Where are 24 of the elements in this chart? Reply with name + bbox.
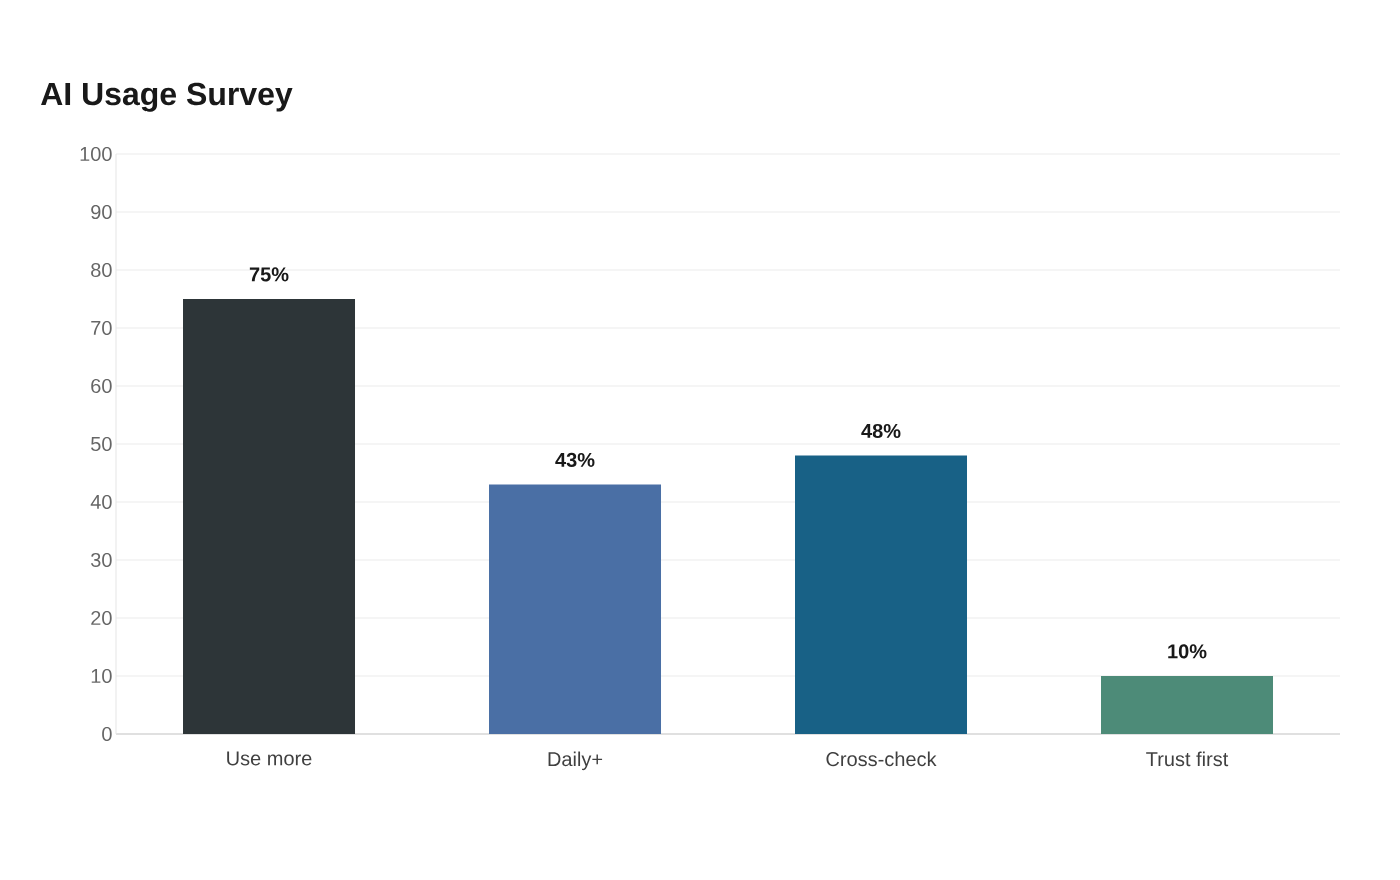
y-tick-label: 0 [102,726,112,742]
data-label: 75% [249,267,289,282]
bar [1101,675,1273,734]
y-tick-label: 20 [91,610,112,626]
y-tick-label: 90 [91,204,112,220]
x-tick-label: Use more [227,751,312,766]
x-tick-label: Trust first [1146,751,1229,767]
y-tick-label: 30 [91,552,112,568]
y-tick-label: 50 [91,436,112,452]
chart-title: AI Usage Survey [41,82,293,112]
y-tick-label: 10 [91,668,112,684]
data-label: 48% [861,423,901,439]
y-tick-label: 100 [80,146,112,162]
bar [183,298,356,734]
y-tick-label: 60 [91,378,112,394]
x-tick-label: Cross-check [826,751,937,767]
y-tick-label: 80 [91,262,112,278]
y-tick-label: 40 [90,494,112,510]
data-label: 43% [555,452,595,468]
x-tick-label: Daily+ [548,751,603,771]
bar [489,484,662,734]
bar [795,455,968,734]
data-label: 10% [1168,644,1207,659]
y-tick-label: 70 [91,320,112,336]
